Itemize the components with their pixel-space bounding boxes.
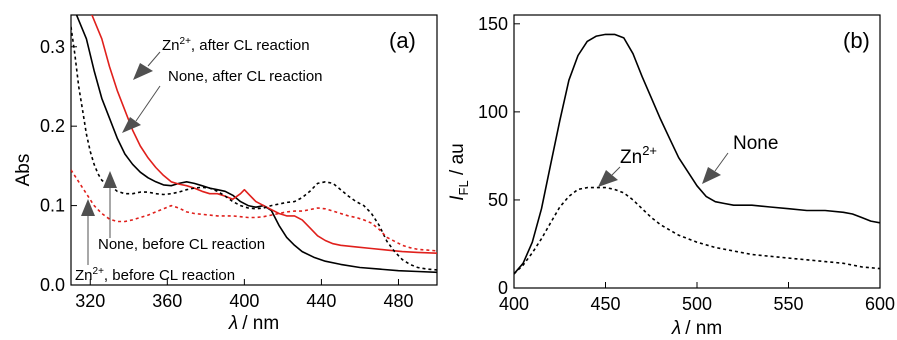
arrow-none-after [122,117,141,133]
panel-b-xlabel: λ / nm [671,318,722,339]
panel-b-plot-frame [513,14,881,289]
arrow-zn-after [133,63,153,80]
y-tick-label: 150 [478,14,508,34]
panel-a-chart: 320 360 400 440 480 0.0 0.1 0.2 0.3 Zn2+, after … [13,14,438,334]
y-tick-label: 50 [488,190,508,210]
y-tick-label: 0 [498,278,508,298]
panel-b-ticks: 400 450 500 550 600 0 50 100 150 [478,14,895,314]
x-tick-label: 360 [152,291,182,311]
annotation-zn-before: Zn2+, before CL reaction [75,266,235,284]
y-tick-label: 0.0 [40,275,65,295]
y-tick-label: 0.3 [40,37,65,57]
series-line-2 [514,186,880,275]
arrow-none-before [103,171,117,188]
panel-b-chart: 400 450 500 550 600 0 50 100 150 Zn2+ None (b) I… [447,14,895,339]
annotation-none-after: None, after CL reaction [168,68,323,85]
panel-b-arrows [598,152,729,187]
x-tick-label: 450 [590,294,620,314]
panel-a-arrows [81,51,161,265]
series-line-4 [71,169,437,252]
arrow-zn [598,170,618,187]
y-tick-label: 0.2 [40,116,65,136]
series-line-1 [75,15,437,274]
panel-a-ticks: 320 360 400 440 480 0.0 0.1 0.2 0.3 [40,37,414,311]
y-tick-label: 0.1 [40,196,65,216]
arrow-zn-before [81,199,95,216]
panel-b-series [514,33,880,275]
series-line-3 [71,26,437,271]
arrow-none [702,167,721,184]
panel-a-ylabel: Abs [13,154,34,187]
annotation-zn-after: Zn2+, after CL reaction [162,36,310,54]
x-tick-label: 550 [773,294,803,314]
annotation-none: None [733,133,778,154]
x-tick-label: 480 [383,291,413,311]
x-tick-label: 600 [865,294,895,314]
panel-b-label: (b) [843,28,870,53]
y-tick-label: 100 [478,102,508,122]
panel-a-label: (a) [389,28,416,53]
panel-a-plot-frame [70,14,438,286]
x-tick-label: 320 [75,291,105,311]
x-tick-label: 400 [229,291,259,311]
x-tick-label: 440 [306,291,336,311]
x-tick-label: 400 [499,294,529,314]
annotation-zn: Zn2+ [620,143,657,168]
panel-a-series [71,15,437,274]
x-tick-label: 500 [682,294,712,314]
panel-a-xlabel: λ / nm [228,313,279,334]
panel-b-ylabel: IFL / au [447,143,471,200]
series-line-2 [91,15,437,254]
annotation-none-before: None, before CL reaction [98,236,265,253]
series-line-1 [514,33,880,275]
